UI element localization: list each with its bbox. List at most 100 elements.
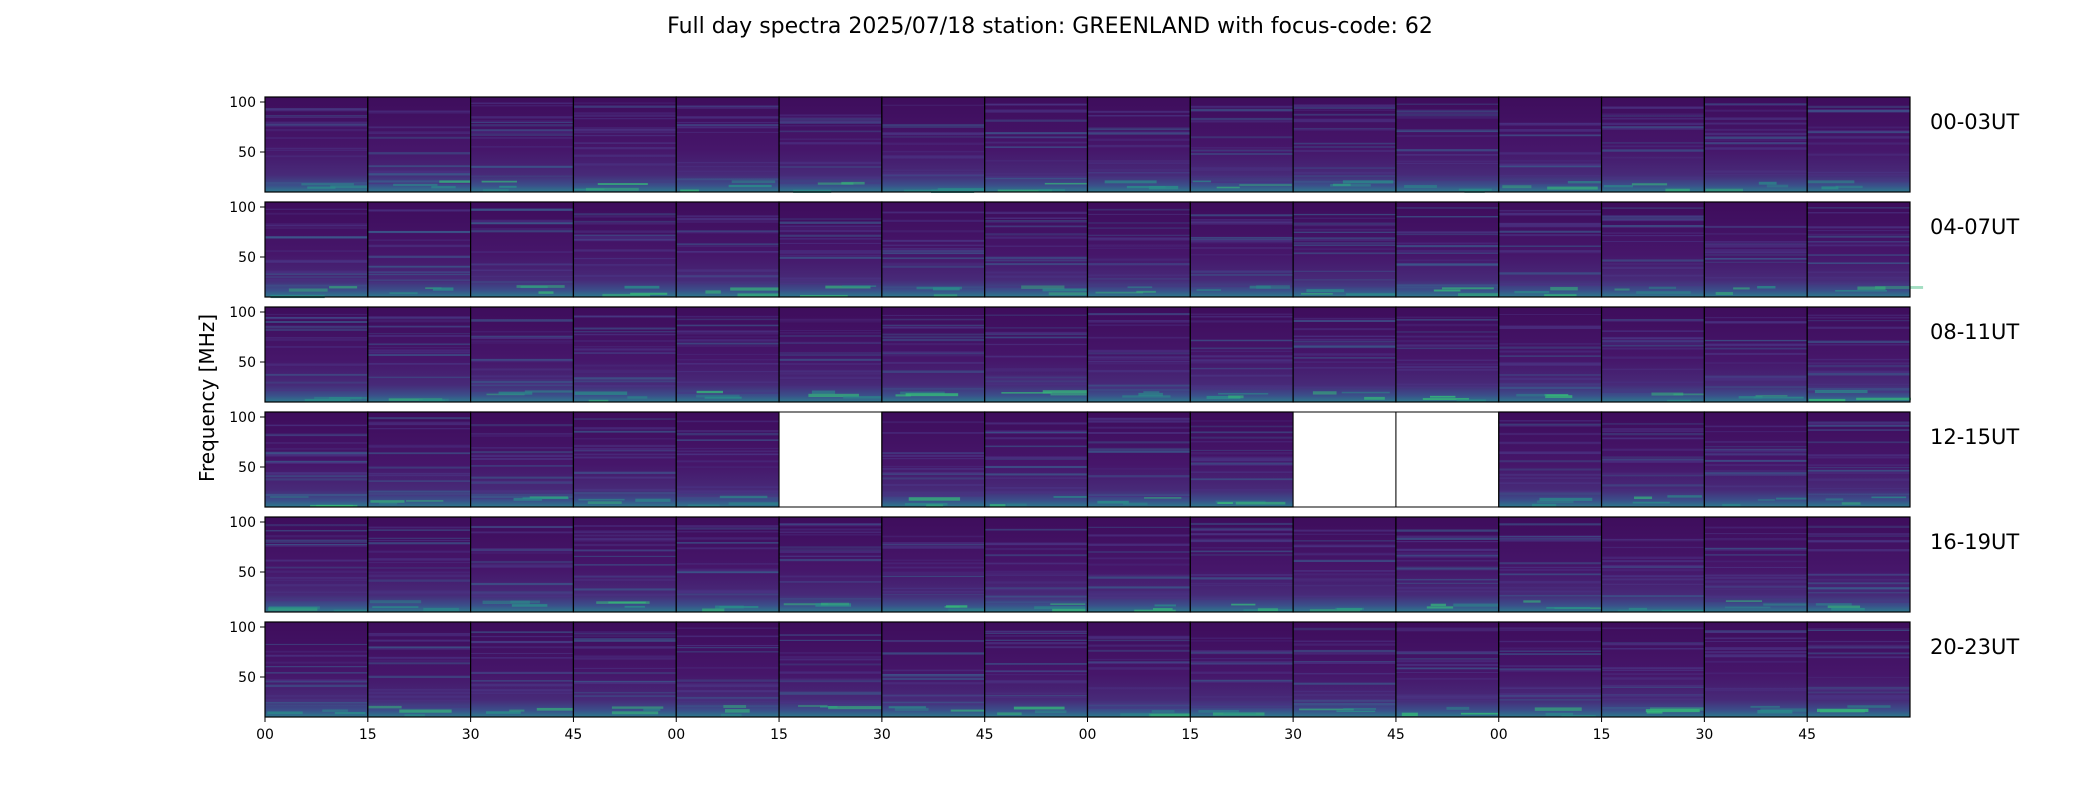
spectrum-panel [1086, 621, 1202, 718]
spectrum-panel [1703, 96, 1808, 193]
missing-spectrum-panel [1395, 411, 1500, 508]
x-tick-label: 00 [667, 727, 685, 743]
spectrum-panel [1600, 516, 1712, 613]
spectrum-panel [778, 516, 883, 613]
spectrum-panel [984, 201, 1099, 298]
spectrum-panel [1086, 96, 1191, 193]
y-tick-label: 50 [238, 565, 256, 581]
x-tick-label: 45 [1798, 727, 1816, 743]
x-axis: 00 15 30 45 00 15 30 45 00 15 30 45 00 15 30 45 [256, 717, 1816, 743]
spectrum-panel [1703, 411, 1827, 508]
x-tick-label: 30 [1695, 727, 1713, 743]
y-tick-label: 100 [229, 410, 256, 426]
x-tick-label: 45 [565, 727, 583, 743]
row-time-label: 12-15UT [1930, 425, 2019, 449]
figure-title: Full day spectra 2025/07/18 station: GRE… [667, 14, 1433, 39]
spectrum-panel [1498, 96, 1614, 193]
x-tick-label: 30 [1284, 727, 1302, 743]
spectrum-panel [1086, 516, 1191, 613]
spectrum-panel [1292, 306, 1397, 403]
spectrum-panel [1806, 201, 1924, 298]
y-tick-label: 100 [229, 200, 256, 216]
x-tick-label: 30 [462, 727, 480, 743]
spectrum-panel [1806, 516, 1911, 613]
spectrum-panel [1189, 516, 1294, 613]
spectrum-panel [1600, 411, 1705, 508]
row-time-label: 16-19UT [1930, 530, 2019, 554]
missing-spectrum-panel [1292, 411, 1397, 508]
spectrum-panel [1189, 621, 1294, 718]
spectrum-panel [264, 411, 369, 508]
spectra-row: 100 50 20-23UT [229, 620, 2019, 718]
spectrum-panel [1498, 411, 1603, 508]
spectrum-panel [367, 621, 472, 718]
spectrum-panel [881, 516, 997, 613]
y-tick-label: 50 [238, 460, 256, 476]
x-tick-label: 15 [1181, 727, 1199, 743]
spectrum-panel [1806, 411, 1911, 508]
row-time-label: 08-11UT [1930, 320, 2019, 344]
spectrum-panel [1703, 306, 1808, 403]
x-tick-label: 00 [1079, 727, 1097, 743]
spectrum-panel [881, 306, 986, 403]
spectrum-panel [1806, 96, 1911, 193]
spectrum-panel [1498, 201, 1603, 298]
spectrum-panel [778, 306, 890, 403]
spectrum-panel [881, 621, 1005, 718]
spectrum-panel [675, 411, 780, 508]
spectrum-panel [470, 621, 576, 718]
y-tick-label: 100 [229, 305, 256, 321]
spectrum-panel [367, 201, 472, 298]
row-time-label: 04-07UT [1930, 215, 2019, 239]
spectrum-panel [1086, 306, 1191, 403]
spectrum-panel [1600, 201, 1705, 298]
spectrum-panel [572, 201, 677, 298]
spectrum-panel [1703, 201, 1808, 298]
spectrum-panel [1292, 516, 1397, 613]
spectra-row: 100 50 16-19UT [229, 515, 2019, 613]
y-tick-label: 50 [238, 670, 256, 686]
y-tick-label: 50 [238, 145, 256, 161]
spectrum-panel [264, 516, 385, 613]
spectrum-panel [1292, 96, 1397, 193]
spectrum-panel [1189, 96, 1294, 193]
spectrum-panel [367, 306, 472, 403]
spectrum-panel [1189, 306, 1294, 403]
spectra-row: 100 50 04-07UT [229, 200, 2019, 299]
spectrum-panel [984, 306, 1104, 403]
spectrum-panel [572, 621, 677, 718]
spectra-row: 100 50 08-11UT [229, 305, 2019, 403]
spectrum-panel [470, 411, 575, 508]
spectrum-panel [264, 96, 380, 193]
spectrum-panel [1395, 201, 1501, 298]
spectrum-panel [572, 516, 677, 613]
spectrum-panel [984, 516, 1089, 613]
spectrum-panel [675, 96, 780, 193]
x-tick-label: 15 [359, 727, 377, 743]
spectrum-panel [1395, 306, 1500, 403]
spectrum-panel [675, 621, 780, 718]
row-time-label: 00-03UT [1930, 110, 2019, 134]
y-tick-label: 100 [229, 620, 256, 636]
spectrum-panel [1292, 201, 1401, 298]
spectrum-panel [675, 306, 780, 403]
spectrum-panel [1703, 516, 1808, 613]
spectrum-panel [1395, 516, 1506, 613]
spectrum-panel [675, 201, 793, 298]
spectrum-panel [470, 201, 575, 298]
spectrum-panel [984, 96, 1092, 193]
spectra-row: 100 50 12-15UT [229, 410, 2019, 508]
spectrum-panel [984, 411, 1109, 508]
spectra-rows: 100 50 00-03UT 100 50 04-07UT 100 50 08-11UT 100 5… [229, 95, 2019, 718]
spectrum-panel [778, 621, 884, 718]
y-tick-label: 50 [238, 250, 256, 266]
spectrum-panel [1086, 201, 1191, 298]
spectrum-panel [470, 516, 575, 613]
spectrum-panel [1703, 621, 1814, 718]
spectrum-panel [881, 201, 986, 298]
x-tick-label: 15 [1593, 727, 1611, 743]
spectrum-panel [1806, 621, 1911, 718]
spectrum-panel [264, 306, 383, 403]
spectrum-panel [470, 96, 575, 193]
spectrum-panel [881, 411, 986, 508]
